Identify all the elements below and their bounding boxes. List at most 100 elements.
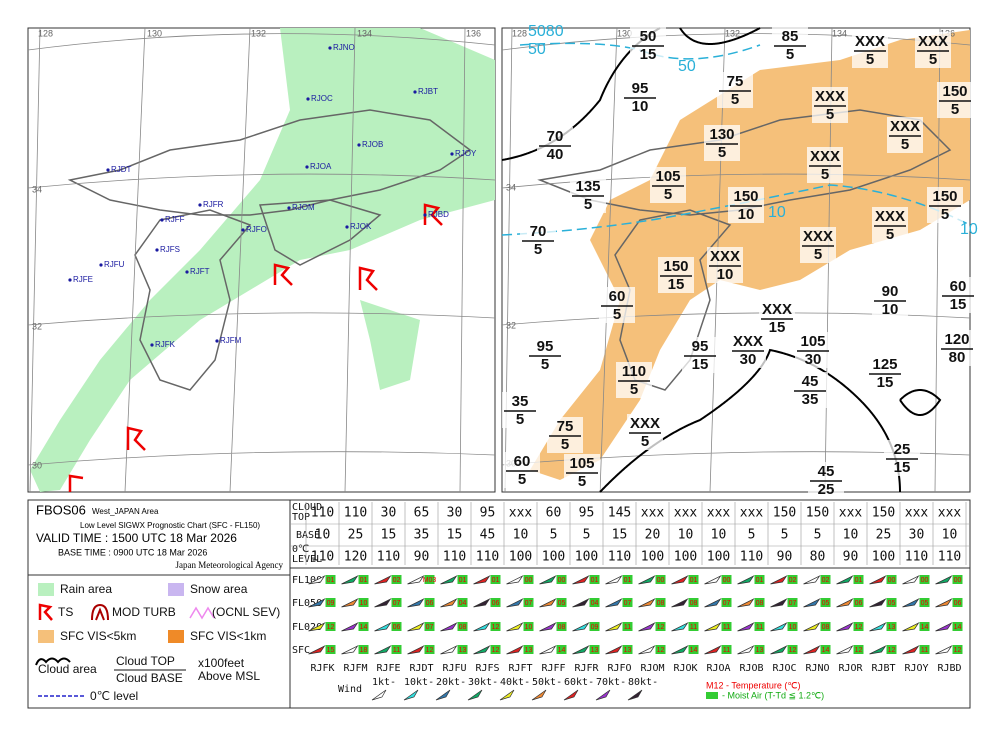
temp-label: 08 [459,624,467,631]
temp-label: 12 [657,624,665,631]
station-dot [357,143,361,147]
ts-symbol [273,263,293,286]
temp-label: 12 [888,647,896,654]
wind-arrow [341,598,359,608]
moist-mark [721,645,732,654]
cloud-base: 10 [882,301,899,318]
temp-label: 02 [393,577,401,584]
cloud-base: 10 [632,98,649,115]
station-dot [160,218,164,222]
cloud-top-cell: 30 [447,506,463,521]
wind-arrow [803,575,821,585]
cloud-base-cell: 25 [348,528,364,543]
cloud-base-cell: 5 [814,528,822,543]
moist-mark [919,598,930,607]
cloud-base: 5 [866,51,874,68]
temp-label: 05 [558,600,566,607]
moist-mark [325,622,336,631]
cloud-base: 5 [516,411,524,428]
wind-arrow [539,575,557,585]
moist-mark [523,575,534,584]
cloud-top: 130 [709,126,734,143]
cloud-label-bg [872,207,908,243]
cloud-label-bg [939,330,975,366]
cloud-label-bg [717,72,753,108]
temp-label: 07 [789,600,797,607]
station-name: RJOB [739,663,763,674]
cloud-top: 45 [818,463,835,480]
moist-note: - Moist Air (T-Td ≦ 1.2℃) [722,690,824,700]
legend-text: MOD TURB [112,605,176,619]
cloud-top-cell: 150 [773,506,796,521]
temp-label: 12 [426,647,434,654]
temp-label: 07 [426,624,434,631]
cloud-label-bg [852,32,888,68]
cloud-label-bg [937,82,973,118]
moist-mark [424,575,435,584]
cloud-base: 5 [613,306,621,323]
wind-arrow [506,575,524,585]
base-time: BASE TIME : 0900 UTC 18 Mar 2026 [58,547,207,557]
cloud-top-cell: xxx [509,506,533,521]
station-label: RJDT [111,165,132,174]
moist-mark [556,598,567,607]
cloud-label-bg [808,462,844,498]
wind-arrow [770,645,788,655]
station-name: RJFR [574,663,599,674]
legend-text: SFC VIS<1km [190,629,266,643]
cloud-label-bg [527,337,563,373]
cloud-label-bg [807,147,843,183]
legend-text: SFC VIS<5km [60,629,136,643]
moist-mark [787,575,798,584]
wind-arrow [506,622,524,632]
ts-symbol [68,474,84,492]
temp-label: 08 [756,600,764,607]
cloud-top: XXX [710,248,740,265]
wind-arrow [308,645,326,655]
cloud-top: 70 [547,128,564,145]
moist-mark [787,645,798,654]
wind-arrow [563,689,579,701]
temp-label: 07 [723,600,731,607]
wind-arrow [671,598,689,608]
row-label: TOP [292,512,310,523]
wind-arrow [836,598,854,608]
wind-arrow [473,622,491,632]
lon-label: 128 [38,28,53,38]
moist-mark [457,622,468,631]
temp-label: 12 [855,624,863,631]
wind-arrow [539,645,557,655]
station-dot [106,168,110,172]
wind-arrow [374,622,392,632]
moist-mark [358,622,369,631]
station-dot [155,248,159,252]
station-label: RJFT [190,267,210,276]
temp-label: 01 [624,577,632,584]
cloud-base: 25 [818,481,835,498]
cloud-label-bg [537,127,573,163]
moist-mark [457,645,468,654]
wind-scale-label: 1kt- [372,677,396,688]
cloud-top: XXX [762,301,792,318]
level-cell: 110 [377,550,400,565]
cloud-base: 5 [541,356,549,373]
station-dot [99,263,103,267]
wind-arrow [407,575,425,585]
subtitle: Low Level SIGWX Prognostic Chart (SFC - … [80,521,260,530]
moist-mark [589,645,600,654]
ts-symbol [423,203,443,226]
temp-label: 06 [393,624,401,631]
station-name: RJFK [310,663,334,674]
wind-arrow [473,575,491,585]
wind-arrow [836,575,854,585]
temp-label: 14 [558,647,566,654]
wind-arrow [638,645,656,655]
cloud-base: 5 [929,51,937,68]
station-name: RJBT [871,663,895,674]
wind-arrow [803,598,821,608]
wind-arrow [506,645,524,655]
cloud-label-bg [616,362,652,398]
cloud-top: XXX [815,88,845,105]
cloud-top: 105 [569,455,594,472]
cloud-top-cell: xxx [905,506,929,521]
